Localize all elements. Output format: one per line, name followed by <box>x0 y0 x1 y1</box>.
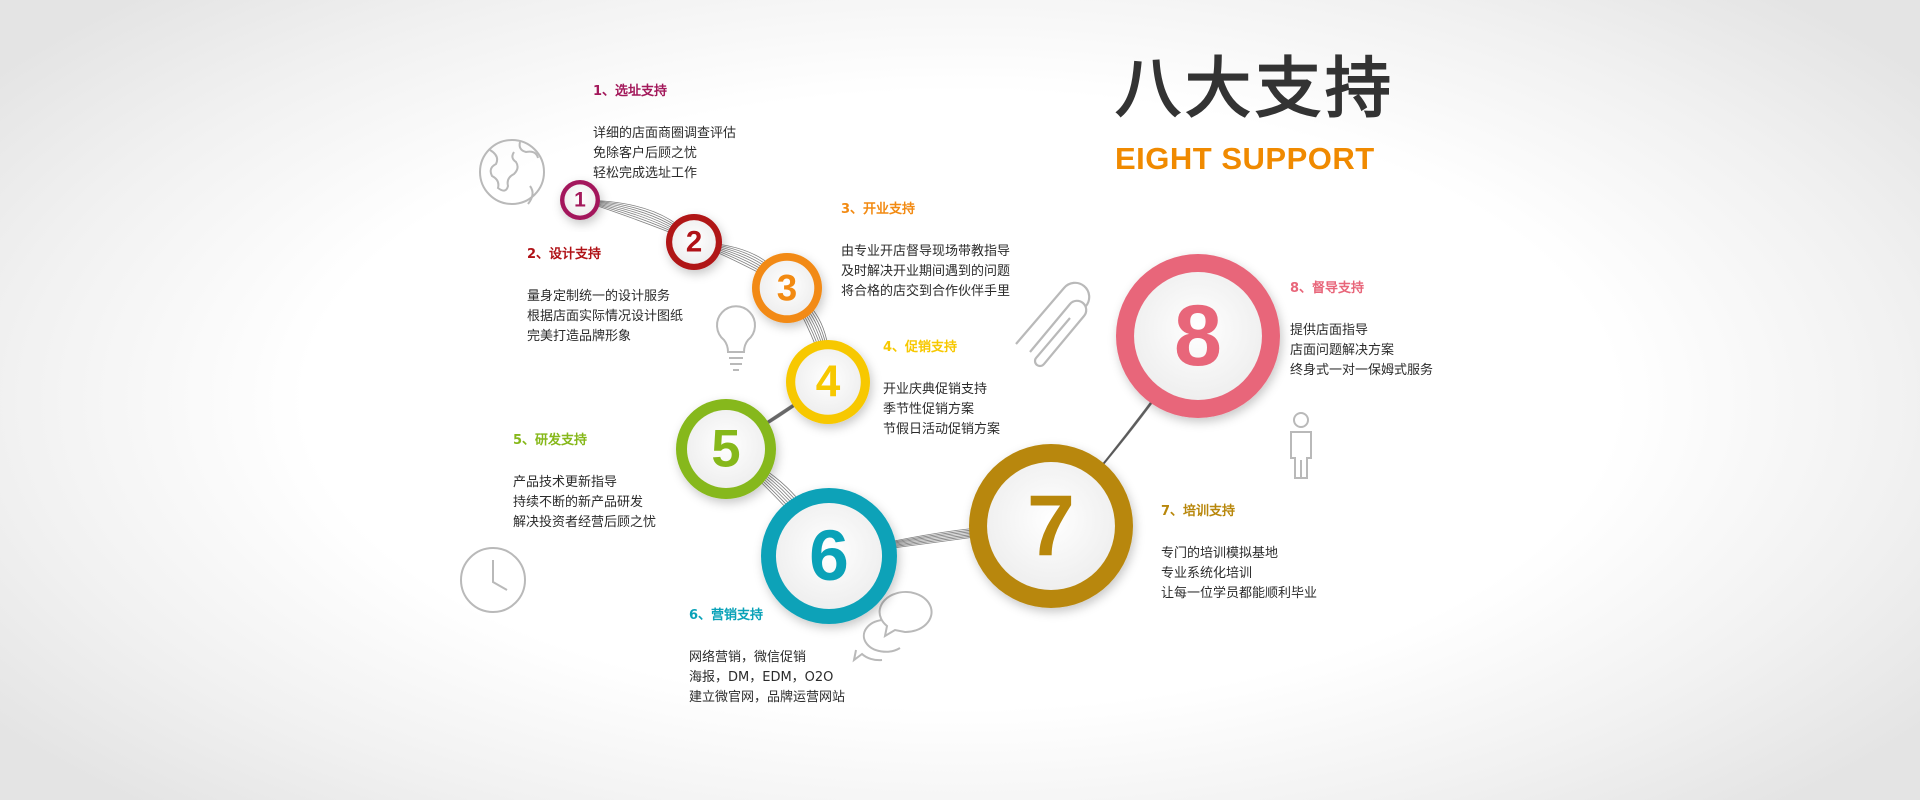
support-line: 将合格的店交到合作伙伴手里 <box>841 284 1011 299</box>
number-circle-4: 4 <box>786 340 870 424</box>
circle-number: 2 <box>686 226 702 259</box>
support-line: 详细的店面商圈调查评估 <box>593 126 737 141</box>
support-line: 季节性促销方案 <box>883 402 975 417</box>
lightbulb-icon <box>716 305 756 371</box>
circle-number: 7 <box>1027 478 1075 574</box>
support-line: 终身式一对一保姆式服务 <box>1290 363 1434 378</box>
support-line: 由专业开店督导现场带教指导 <box>841 244 1011 259</box>
support-block-2: 2、设计支持 量身定制统一的设计服务 根据店面实际情况设计图纸 完美打造品牌形象 <box>527 247 683 347</box>
circle-number: 3 <box>777 268 797 309</box>
support-title: 7、培训支持 <box>1161 504 1236 519</box>
chat-bubbles-icon <box>852 591 933 663</box>
support-line: 提供店面指导 <box>1290 323 1369 338</box>
circle-number: 8 <box>1174 288 1222 384</box>
number-circle-3: 3 <box>752 253 822 323</box>
support-title: 6、营销支持 <box>689 608 764 623</box>
clock-icon <box>460 547 526 613</box>
support-line: 根据店面实际情况设计图纸 <box>527 309 684 324</box>
support-line: 持续不断的新产品研发 <box>513 495 644 510</box>
support-line: 让每一位学员都能顺利毕业 <box>1161 586 1318 601</box>
page-title: 八大支持 <box>1115 50 1395 127</box>
support-line: 专门的培训模拟基地 <box>1161 546 1279 561</box>
number-circle-2: 2 <box>666 214 722 270</box>
support-line: 节假日活动促销方案 <box>883 422 1001 437</box>
person-icon <box>1290 412 1312 479</box>
number-circle-6: 6 <box>761 488 897 624</box>
number-circle-7: 7 <box>969 444 1133 608</box>
circle-number: 4 <box>816 358 841 407</box>
support-line: 专业系统化培训 <box>1161 566 1253 581</box>
support-title: 3、开业支持 <box>841 202 916 217</box>
support-title: 5、研发支持 <box>513 433 588 448</box>
support-block-7: 7、培训支持 专门的培训模拟基地 专业系统化培训 让每一位学员都能顺利毕业 <box>1161 504 1317 604</box>
support-line: 免除客户后顾之忧 <box>593 146 698 161</box>
support-line: 开业庆典促销支持 <box>883 382 988 397</box>
number-circles: 1 2 3 4 5 6 7 8 <box>560 180 1280 624</box>
page-subtitle: EIGHT SUPPORT <box>1115 141 1375 176</box>
support-title: 1、选址支持 <box>593 84 668 99</box>
support-line: 轻松完成选址工作 <box>593 166 698 181</box>
support-line: 网络营销，微信促销 <box>689 650 807 665</box>
support-line: 海报，DM，EDM，O2O <box>689 670 834 685</box>
support-block-3: 3、开业支持 由专业开店督导现场带教指导 及时解决开业期间遇到的问题 将合格的店… <box>841 202 1010 302</box>
support-block-1: 1、选址支持 详细的店面商圈调查评估 免除客户后顾之忧 轻松完成选址工作 <box>593 84 736 184</box>
support-title: 2、设计支持 <box>527 247 602 262</box>
circle-number: 5 <box>711 420 740 479</box>
support-line: 建立微官网，品牌运营网站 <box>689 690 846 705</box>
support-line: 产品技术更新指导 <box>513 475 618 490</box>
support-line: 店面问题解决方案 <box>1290 343 1395 358</box>
circle-number: 6 <box>809 516 849 596</box>
number-circle-5: 5 <box>676 399 776 499</box>
support-line: 完美打造品牌形象 <box>527 329 632 344</box>
support-block-8: 8、督导支持 提供店面指导 店面问题解决方案 终身式一对一保姆式服务 <box>1290 281 1433 381</box>
support-block-6: 6、营销支持 网络营销，微信促销 海报，DM，EDM，O2O 建立微官网，品牌运… <box>689 608 845 708</box>
support-block-5: 5、研发支持 产品技术更新指导 持续不断的新产品研发 解决投资者经营后顾之忧 <box>513 433 656 533</box>
paperclip-icon <box>1015 281 1091 368</box>
support-title: 8、督导支持 <box>1290 281 1365 296</box>
number-circle-1: 1 <box>560 180 600 220</box>
number-circle-8: 8 <box>1116 254 1280 418</box>
circle-number: 1 <box>574 189 586 212</box>
support-block-4: 4、促销支持 开业庆典促销支持 季节性促销方案 节假日活动促销方案 <box>883 340 1000 440</box>
support-line: 量身定制统一的设计服务 <box>527 289 671 304</box>
support-line: 解决投资者经营后顾之忧 <box>513 515 657 530</box>
globe-icon <box>479 139 545 205</box>
support-line: 及时解决开业期间遇到的问题 <box>841 264 1011 279</box>
support-title: 4、促销支持 <box>883 340 958 355</box>
